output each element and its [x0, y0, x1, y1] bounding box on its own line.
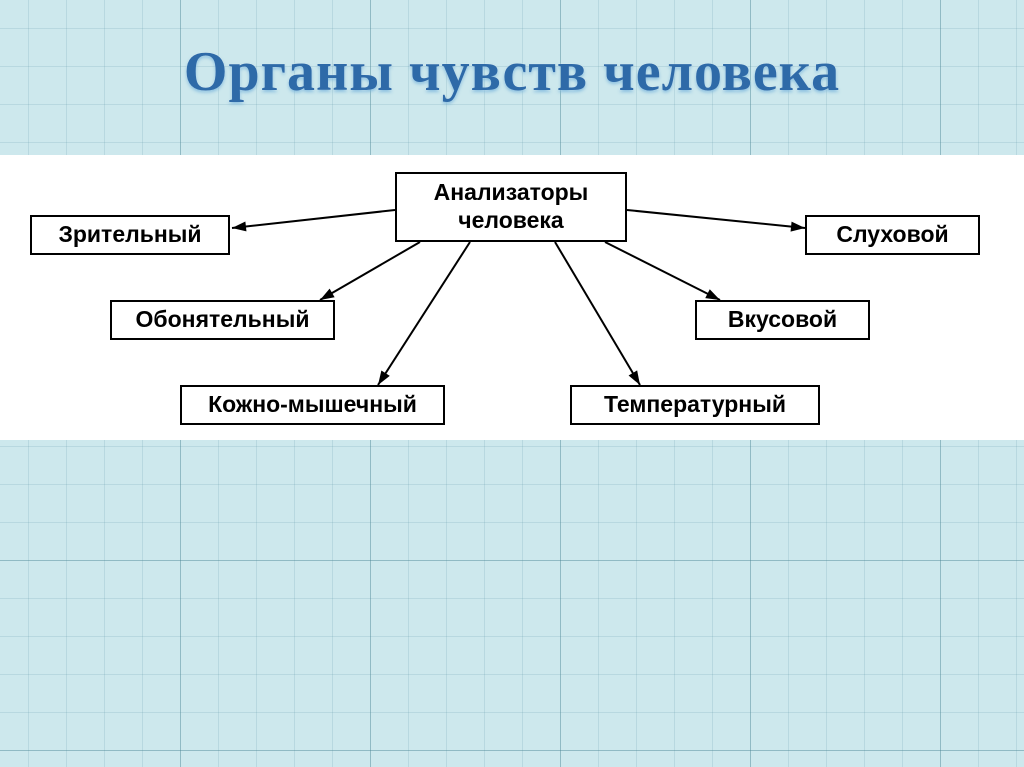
diagram-node-taste: Вкусовой: [695, 300, 870, 340]
diagram-node-smell: Обонятельный: [110, 300, 335, 340]
diagram-node-skin: Кожно-мышечный: [180, 385, 445, 425]
diagram-node-temp: Температурный: [570, 385, 820, 425]
page-title: Органы чувств человека: [0, 40, 1024, 104]
diagram-node-visual: Зрительный: [30, 215, 230, 255]
diagram-node-hear: Слуховой: [805, 215, 980, 255]
diagram-node-root: Анализаторы человека: [395, 172, 627, 242]
